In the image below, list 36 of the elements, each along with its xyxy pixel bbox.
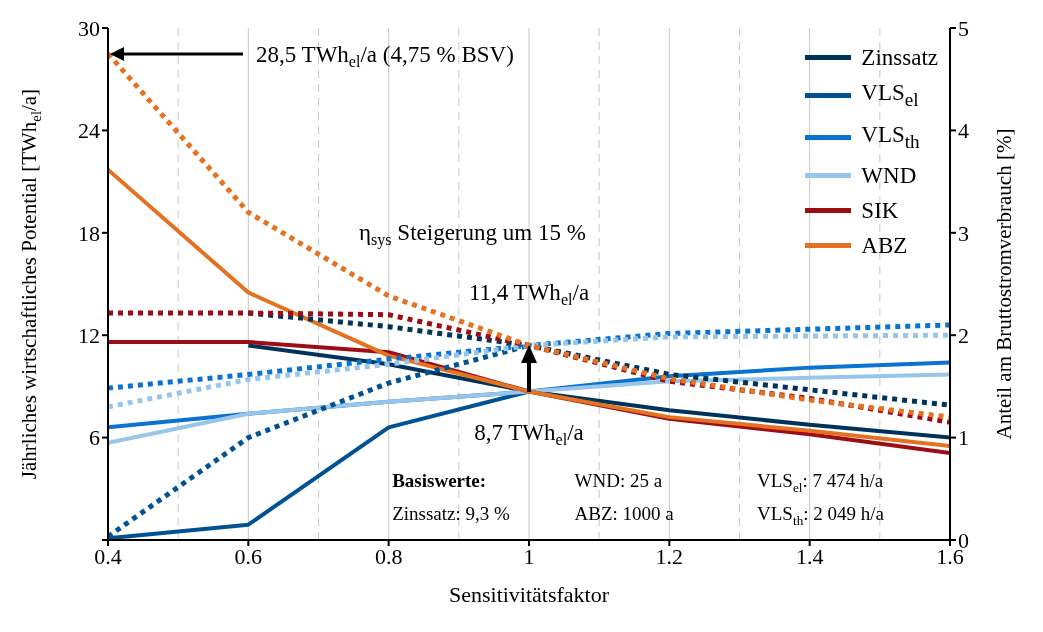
annotation: VLS$_{el}$: 7 474 h/a	[757, 470, 884, 496]
y2-tick-label: 3	[958, 220, 969, 246]
legend-label: VLS$_{th}$	[861, 120, 920, 154]
annotation: 11,4 TWh$_{el}$/a	[468, 280, 590, 308]
y-tick-label: 30	[78, 15, 100, 41]
line-series	[108, 372, 950, 445]
y-tick-label: 6	[89, 425, 100, 451]
legend-label: SIK	[861, 197, 899, 226]
legend-label: ABZ	[861, 232, 908, 261]
y2-tick-label: 2	[958, 323, 969, 349]
y2-tick-label: 1	[958, 425, 969, 451]
x-tick-label: 1	[523, 543, 535, 569]
annotation: Zinssatz: 9,3 %	[392, 502, 511, 524]
legend-label: WND	[861, 162, 917, 191]
annotation: VLS$_{th}$: 2 049 h/a	[757, 502, 885, 528]
legend-label: Zinssatz	[861, 44, 938, 72]
y2-axis-title: Anteil am Bruttostromverbrauch [%]	[992, 128, 1016, 440]
y-tick-label: 18	[78, 220, 100, 246]
legend-label: VLS$_{el}$	[861, 79, 919, 112]
line-series	[108, 167, 950, 449]
x-tick-label: 1.2	[655, 543, 684, 569]
x-tick-label: 0.6	[234, 543, 263, 569]
annotation: Basiswerte:	[392, 470, 487, 492]
annotation: WND: 25 a	[574, 470, 663, 492]
annotation: 28,5 TWh$_{el}$/a (4,75 % BSV)	[256, 42, 514, 70]
y-tick-label: 24	[78, 118, 100, 144]
y2-tick-label: 4	[958, 118, 969, 144]
x-axis-title: Sensitivitätsfaktor	[448, 582, 610, 607]
y-tick-label: 12	[78, 323, 100, 349]
annotation: η$_{sys}$ Steigerung um 15 %	[359, 220, 586, 249]
annotation: ABZ: 1000 a	[574, 502, 675, 524]
x-tick-label: 0.8	[374, 543, 403, 569]
x-tick-label: 1.4	[795, 543, 824, 569]
annotation: 8,7 TWh$_{el}$/a	[474, 420, 584, 448]
x-tick-label: 0.4	[94, 543, 122, 569]
y2-tick-label: 5	[958, 15, 969, 41]
